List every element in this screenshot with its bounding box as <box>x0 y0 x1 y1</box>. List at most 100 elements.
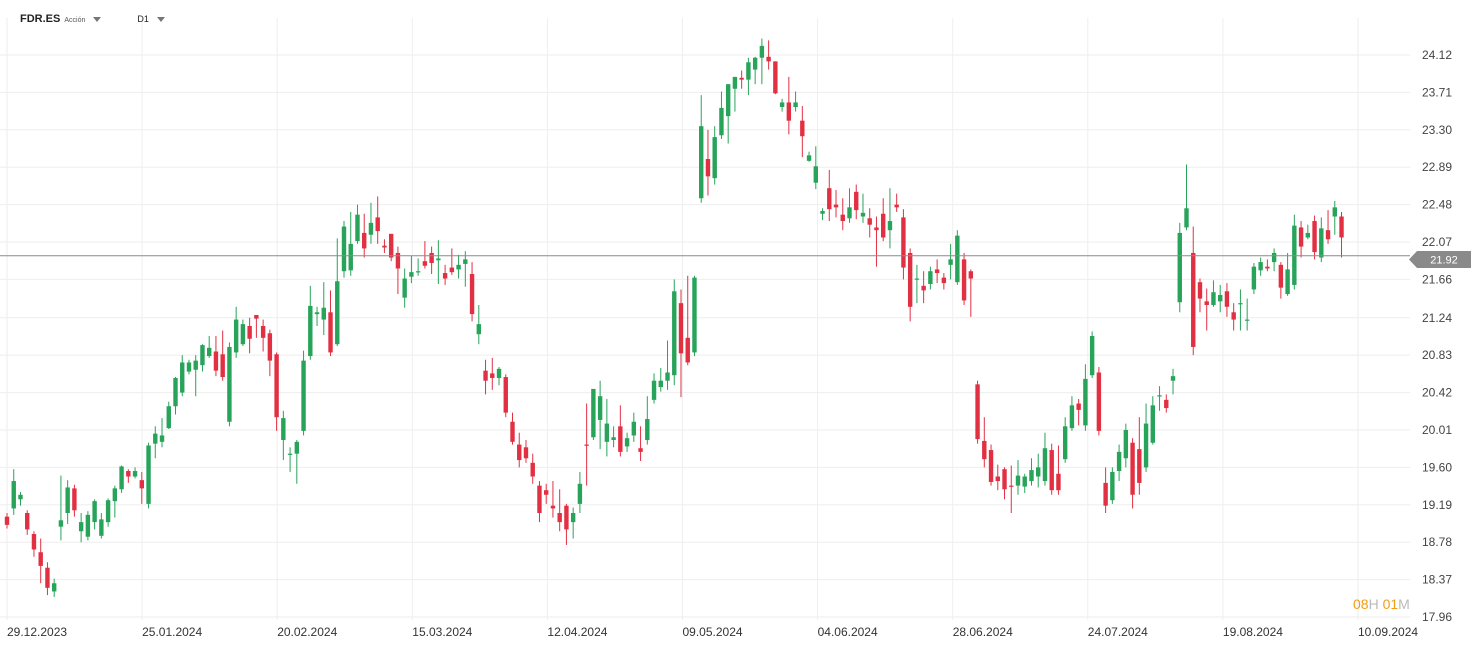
candle <box>510 412 515 445</box>
y-tick-label: 20.83 <box>1422 348 1452 362</box>
candle-body <box>732 76 738 89</box>
candle <box>1231 303 1236 331</box>
candle-body <box>254 315 259 319</box>
candle <box>968 269 974 317</box>
y-tick-label: 21.24 <box>1422 311 1452 325</box>
symbol-dropdown-icon[interactable] <box>93 16 102 22</box>
candle <box>941 273 947 290</box>
candle-body <box>1123 429 1129 459</box>
candle <box>31 531 37 557</box>
candle-body <box>1022 476 1027 487</box>
candle-body <box>402 278 407 298</box>
candle-body <box>328 312 333 353</box>
candle <box>72 484 77 517</box>
candle <box>173 377 178 415</box>
candle <box>597 380 603 450</box>
candle-body <box>827 188 832 210</box>
candle <box>517 432 522 468</box>
candle-body <box>1170 376 1176 381</box>
candle-body <box>314 312 320 315</box>
candle-body <box>38 552 43 566</box>
candle <box>854 184 859 220</box>
y-tick-label: 21.66 <box>1422 272 1452 286</box>
candle-body <box>240 324 246 345</box>
candle <box>463 251 468 287</box>
candle-body <box>321 307 326 320</box>
candle <box>11 469 16 515</box>
candle <box>45 562 50 596</box>
candle-body <box>1298 227 1304 247</box>
candle <box>422 241 428 269</box>
candle-body <box>1049 450 1054 491</box>
candle <box>1278 262 1284 299</box>
candle-body <box>820 211 825 214</box>
candle-body <box>1238 303 1243 305</box>
candle-body <box>18 494 23 500</box>
candle <box>469 262 475 322</box>
candle <box>1285 252 1290 296</box>
candle-body <box>173 377 178 407</box>
candle <box>1123 423 1129 468</box>
candle-body <box>153 433 158 444</box>
candle-body <box>449 267 455 273</box>
candle-body <box>557 512 562 523</box>
candle <box>604 398 610 457</box>
candle-body <box>1332 207 1337 217</box>
candle-body <box>31 533 37 550</box>
candle-body <box>813 166 818 183</box>
candle <box>820 208 825 221</box>
candles <box>4 38 1344 597</box>
candle-body <box>914 278 920 280</box>
candle-body <box>955 235 960 283</box>
candle <box>402 268 407 308</box>
candle-body <box>85 514 91 537</box>
candle <box>1244 298 1250 331</box>
candle <box>550 481 556 518</box>
candle <box>867 208 872 238</box>
candle-body <box>982 440 987 460</box>
timeframe-dropdown-icon[interactable] <box>156 16 165 22</box>
candle-body <box>456 264 461 270</box>
candle-body <box>874 227 879 231</box>
candle <box>1116 444 1122 482</box>
candle-body <box>705 159 711 177</box>
candle <box>692 275 697 357</box>
timer-minutes-unit: M <box>1398 596 1410 612</box>
candle <box>254 315 259 338</box>
candle-body <box>1103 482 1108 506</box>
candle-body <box>672 291 677 376</box>
candle-body <box>200 345 205 366</box>
candle-body <box>584 444 589 446</box>
candle <box>847 188 852 223</box>
timer-hours-unit: H <box>1368 596 1379 612</box>
candle <box>914 264 920 304</box>
candle-body <box>537 485 542 513</box>
candle <box>341 221 347 278</box>
x-tick-label: 29.12.2023 <box>7 625 67 639</box>
candle-body <box>308 305 313 357</box>
candle-body <box>881 213 886 238</box>
candle-body <box>901 217 906 268</box>
y-tick-label: 22.48 <box>1422 198 1452 212</box>
candle-body <box>570 512 576 523</box>
candle <box>1164 394 1169 413</box>
candle <box>1157 386 1162 411</box>
y-tick-label: 19.19 <box>1422 498 1452 512</box>
candle-body <box>544 490 549 495</box>
candle-body <box>766 56 771 62</box>
candle-body <box>975 384 980 440</box>
candle <box>388 233 394 262</box>
candle-body <box>335 281 340 345</box>
x-tick-label: 10.09.2024 <box>1358 625 1418 639</box>
candle-body <box>442 273 448 279</box>
candle <box>483 359 488 395</box>
candle <box>328 290 333 357</box>
candle <box>240 319 246 347</box>
candle <box>260 319 266 352</box>
candle-body <box>550 505 556 509</box>
timeframe-label: D1 <box>137 14 149 24</box>
candle <box>233 306 239 358</box>
candle-body <box>867 218 872 225</box>
candle-body <box>752 57 758 70</box>
